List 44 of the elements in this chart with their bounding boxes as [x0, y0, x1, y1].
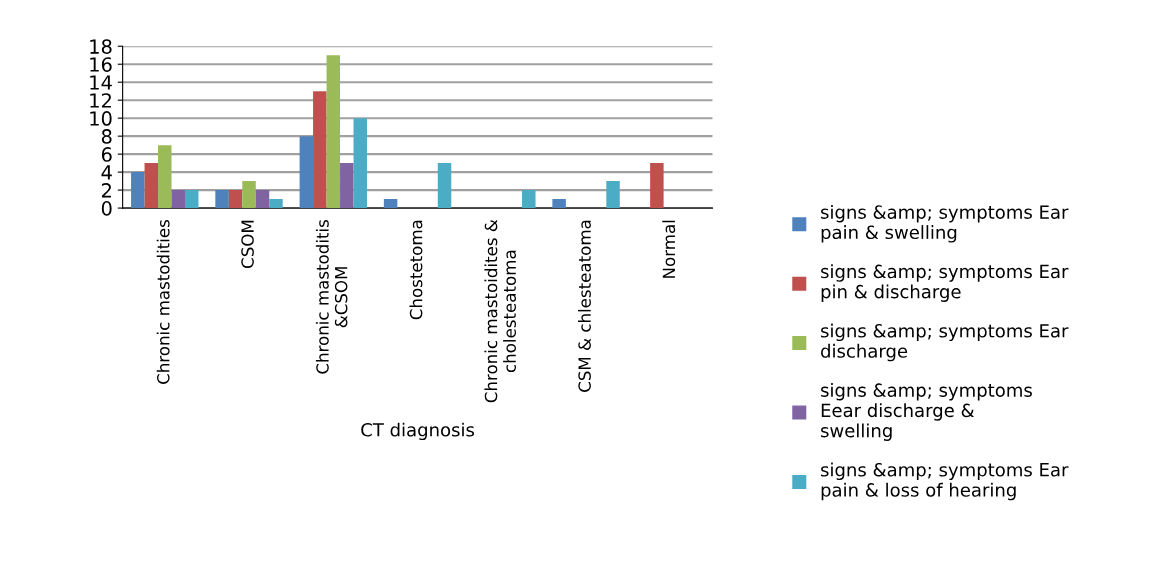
bar	[522, 190, 536, 209]
bar	[171, 190, 185, 209]
legend-label: signs &amp; symptoms Ear pain & swelling	[821, 204, 1069, 243]
bar	[313, 91, 327, 209]
y-tick-label: 12	[90, 93, 111, 108]
y-tick-label: 10	[90, 111, 112, 126]
bar	[255, 190, 270, 209]
bar	[242, 181, 256, 209]
y-tick-label: 6	[101, 147, 112, 162]
bar	[326, 55, 341, 209]
y-tick-label: 14	[90, 75, 112, 90]
bar	[131, 172, 145, 209]
y-tick-label: 0	[101, 201, 112, 216]
x-tick-label: Chostetoma	[409, 220, 423, 320]
bar	[228, 190, 243, 209]
x-tick-label: Chronic mastoditis &CSOM	[315, 220, 348, 374]
x-tick-label: Normal	[662, 220, 676, 278]
x-tick-label: CSOM	[241, 220, 254, 268]
bar	[269, 199, 283, 209]
y-tick-label: 2	[101, 183, 111, 198]
bar	[437, 163, 452, 209]
bar	[650, 163, 664, 209]
bar	[158, 145, 172, 209]
x-tick-label: CSM & chlesteatoma	[578, 220, 591, 392]
x-tick-label: Chronic mastodities	[156, 220, 170, 384]
bar	[606, 181, 620, 209]
x-axis-title: CT diagnosis	[361, 422, 475, 441]
legend-label: signs &amp; symptoms Ear discharge	[821, 323, 1069, 362]
legend-label: signs &amp; symptoms Eear discharge & swelling	[821, 382, 1032, 441]
y-tick-label: 18	[90, 39, 112, 54]
bar	[184, 190, 199, 209]
legend-label: signs &amp; symptoms Ear pain & loss of hearing	[821, 462, 1069, 501]
bar	[215, 190, 229, 209]
y-tick-label: 16	[90, 57, 112, 72]
legend-label: signs &amp; symptoms Ear pin & discharge	[821, 264, 1069, 302]
y-tick-label: 4	[101, 165, 112, 180]
bar	[383, 199, 398, 209]
bar	[299, 136, 314, 209]
bar	[552, 199, 566, 209]
bar	[144, 163, 159, 209]
bar	[340, 163, 354, 209]
x-tick-label: Chronic mastoidites & cholesteatoma	[484, 219, 516, 403]
y-tick-label: 8	[101, 129, 112, 144]
bar	[353, 118, 367, 209]
